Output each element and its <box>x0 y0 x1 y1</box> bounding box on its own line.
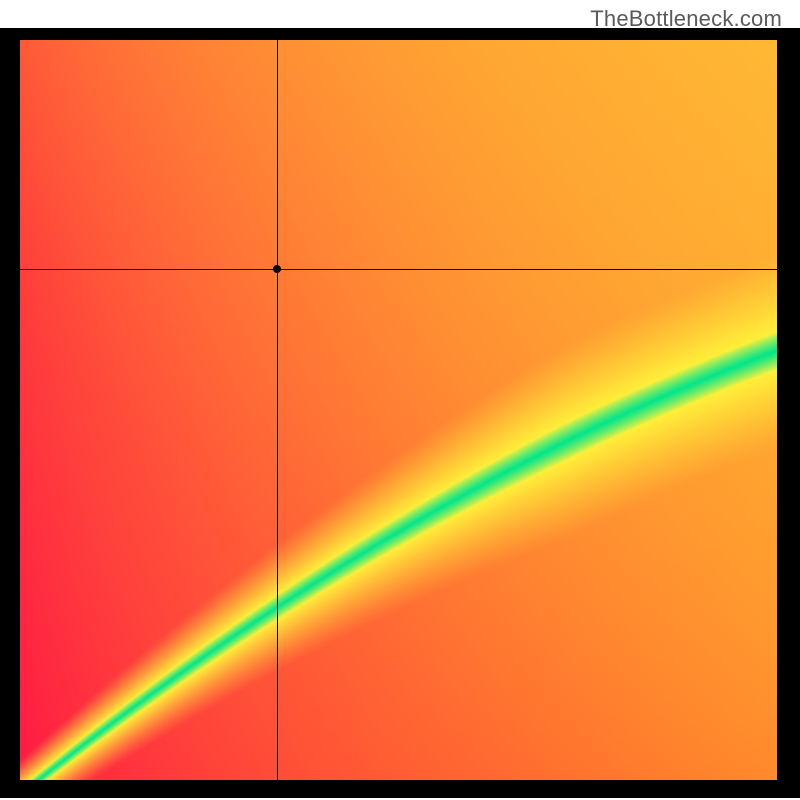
heatmap-plot <box>20 40 777 780</box>
heatmap-canvas <box>20 40 777 780</box>
watermark-text: TheBottleneck.com <box>590 6 782 32</box>
chart-outer-frame <box>0 28 800 798</box>
